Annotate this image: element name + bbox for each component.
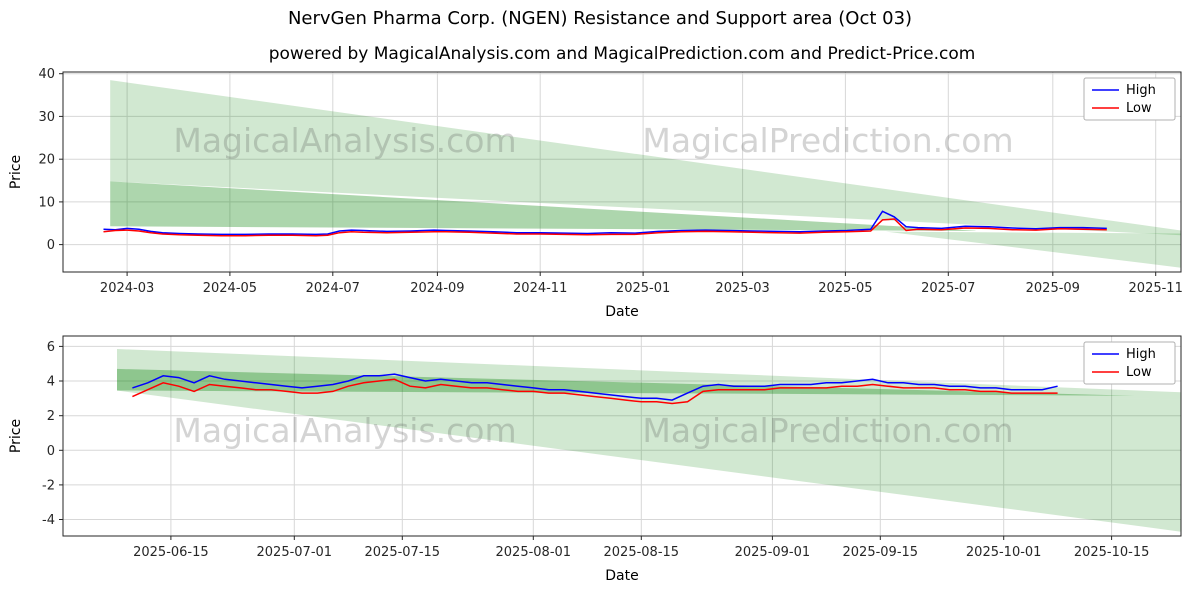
y-tick-label: 2 (47, 409, 55, 424)
y-tick-label: 0 (47, 238, 55, 253)
recent-detail-plot: MagicalAnalysis.com MagicalPrediction.com… (8, 335, 1182, 584)
x-tick-label: 2025-07-15 (365, 545, 441, 560)
figure-subtitle: powered by MagicalAnalysis.com and Magic… (268, 44, 976, 64)
x-tick-label: 2025-03 (715, 281, 769, 296)
watermarks: MagicalAnalysis.com MagicalPrediction.com (173, 121, 1013, 160)
watermark-prediction: MagicalPrediction.com (642, 411, 1013, 450)
low-line (132, 378, 1058, 405)
bottom-price-chart: MagicalAnalysis.com MagicalPrediction.com… (0, 326, 1200, 600)
watermarks: MagicalAnalysis.com MagicalPrediction.com (173, 411, 1013, 450)
low-line (103, 218, 1107, 237)
area-polygon (110, 80, 1181, 236)
y-tick-label: -4 (42, 513, 55, 528)
grid (63, 72, 1181, 272)
legend-low-label: Low (1126, 101, 1152, 116)
area-polygon (117, 349, 1181, 400)
watermark-prediction: MagicalPrediction.com (642, 121, 1013, 160)
x-tick-label: 2025-10-01 (966, 545, 1042, 560)
y-tick-label: 10 (38, 195, 55, 210)
legend: High Low (1083, 341, 1176, 385)
x-tick-label: 2024-05 (203, 281, 257, 296)
figure-title: NervGen Pharma Corp. (NGEN) Resistance a… (287, 8, 913, 29)
legend-box (1083, 341, 1176, 385)
area-polygon (110, 181, 981, 231)
legend-box (1083, 77, 1176, 121)
x-tick-label: 2025-07 (921, 281, 975, 296)
high-line (103, 210, 1107, 236)
y-tick-label: 20 (38, 153, 55, 168)
axes-border (62, 335, 1182, 537)
x-tick-label: 2025-06-15 (133, 545, 209, 560)
y-tick-label: 4 (47, 375, 55, 390)
x-tick-label: 2024-09 (410, 281, 464, 296)
x-tick-label: 2025-09-01 (735, 545, 811, 560)
x-axis-label: Date (605, 568, 638, 584)
grid (63, 336, 1181, 536)
y-axis-label: Price (8, 155, 24, 189)
watermark-analysis: MagicalAnalysis.com (173, 411, 516, 450)
watermark-analysis: MagicalAnalysis.com (173, 121, 516, 160)
high-line (132, 373, 1058, 401)
y-axis-label: Price (8, 419, 24, 453)
y-tick-label: 0 (47, 444, 55, 459)
legend-low-label: Low (1126, 365, 1152, 380)
x-axis-label: Date (605, 304, 638, 320)
legend-high-label: High (1126, 83, 1156, 98)
y-tick-label: 40 (38, 67, 55, 82)
x-tick-label: 2024-03 (100, 281, 154, 296)
x-tick-label: 2024-11 (513, 281, 567, 296)
x-tick-label: 2025-08-01 (496, 545, 572, 560)
y-tick-label: 6 (47, 340, 55, 355)
support-resistance-areas (110, 80, 1181, 268)
x-tick-label: 2025-07-01 (257, 545, 333, 560)
full-history-plot: MagicalAnalysis.com MagicalPrediction.com… (8, 67, 1183, 320)
x-tick-label: 2025-11 (1129, 281, 1183, 296)
x-tick-label: 2025-01 (616, 281, 670, 296)
x-tick-label: 2024-07 (306, 281, 360, 296)
x-tick-label: 2025-05 (818, 281, 872, 296)
top-price-chart: MagicalAnalysis.com MagicalPrediction.com… (0, 60, 1200, 326)
legend: High Low (1083, 77, 1176, 121)
axes-border (62, 71, 1182, 273)
legend-high-label: High (1126, 347, 1156, 362)
x-tick-label: 2025-08-15 (604, 545, 680, 560)
area-polygon (117, 390, 1181, 532)
x-tick-label: 2025-09 (1026, 281, 1080, 296)
y-tick-label: -2 (42, 478, 55, 493)
x-tick-label: 2025-10-15 (1074, 545, 1150, 560)
support-resistance-areas (117, 349, 1181, 532)
area-polygon (885, 231, 1181, 268)
series-lines (103, 210, 1107, 237)
y-tick-label: 30 (38, 110, 55, 125)
series-lines (132, 373, 1058, 405)
tick-labels: 2025-06-15 2025-07-01 2025-07-15 2025-08-01… (42, 340, 1149, 560)
x-tick-label: 2025-09-15 (843, 545, 919, 560)
tick-labels: 2024-03 2024-05 2024-07 2024-09 2024-11 2025-… (38, 67, 1182, 296)
